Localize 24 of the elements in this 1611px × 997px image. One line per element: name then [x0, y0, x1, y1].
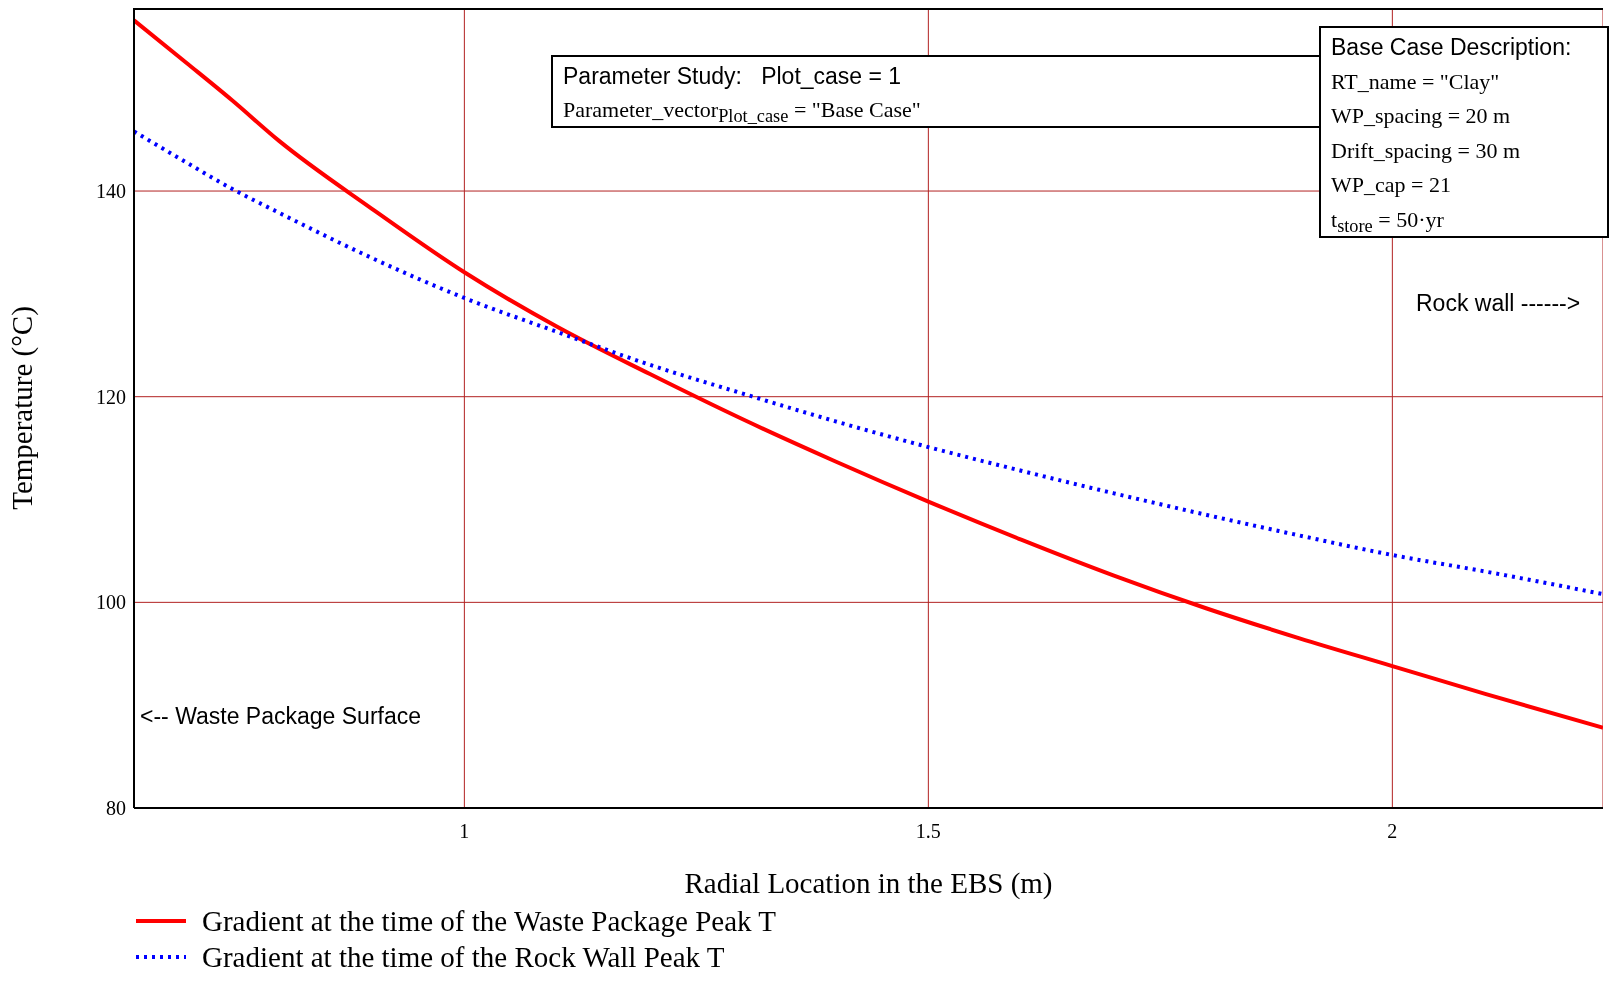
- x-tick-label: 2: [1387, 820, 1398, 843]
- annotation: Parameter_vector$_{Plot_case}$ = "Base Case": [563, 96, 922, 129]
- legend-label: Gradient at the time of the Rock Wall Peak T: [202, 940, 725, 974]
- y-tick-label: 80: [106, 797, 126, 820]
- line-series: [134, 129, 1603, 597]
- annotation: Drift_spacing = 30 m: [1331, 136, 1521, 165]
- x-axis-title: Radial Location in the EBS (m): [684, 867, 1053, 900]
- y-tick-label: 140: [96, 180, 126, 203]
- annotation: Base Case Description:: [1331, 33, 1573, 62]
- annotation: WP_cap = 21: [1331, 171, 1452, 199]
- x-tick-label: 1: [459, 820, 470, 843]
- annotation: Parameter Study: Plot_case = 1: [563, 62, 903, 91]
- x-tick-label: 1.5: [915, 820, 941, 843]
- legend-label: Gradient at the time of the Waste Package Peak T: [202, 904, 776, 938]
- y-tick-label: 120: [96, 385, 126, 408]
- annotation: t$_{store}$ = 50·yr: [1331, 205, 1445, 238]
- line-series: [134, 18, 1603, 730]
- annotation: <-- Waste Package Surface: [136, 701, 442, 732]
- text-box: Parameter Study: Plot_case = 1 Parameter_vector$_{Plot_case}$ = "Base Case": [551, 55, 1321, 128]
- annotation: WP_spacing = 20 m: [1331, 102, 1512, 130]
- y-tick-label: 100: [96, 591, 126, 614]
- y-axis-title: Temperature (°C): [6, 306, 40, 510]
- annotation: Rock wall ------>: [1416, 290, 1581, 317]
- annotation: RT_name = "Clay": [1331, 67, 1501, 96]
